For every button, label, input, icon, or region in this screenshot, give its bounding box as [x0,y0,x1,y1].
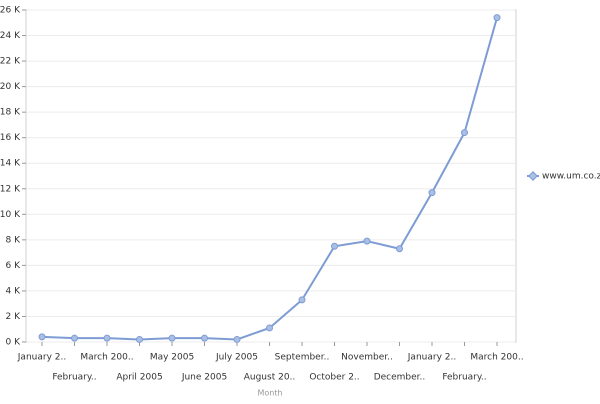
x-tick-label: January 2.. [407,353,456,363]
x-axis-title: Month [257,389,282,398]
data-point [233,335,241,343]
x-tick-label: February.. [52,373,96,383]
y-tick-label: 8 K [6,235,22,245]
data-point [461,129,468,137]
x-tick-label: June 2005 [181,373,227,383]
y-tick-label: 2 K [6,312,22,322]
data-point [428,189,436,197]
x-tick-label: August 20.. [244,373,296,383]
data-point [136,335,143,343]
data-point [298,296,306,304]
x-tick-label: February.. [442,373,486,383]
data-point [363,237,371,245]
x-tick-label: October 2.. [309,373,359,383]
y-tick-label: 6 K [6,261,22,271]
y-tick-label: 20 K [0,82,21,92]
plot-area [25,9,517,343]
legend-label: www.um.co.za [542,172,600,182]
y-tick-label: 18 K [0,108,21,118]
y-tick-label: 4 K [6,286,22,296]
data-point [201,334,208,342]
x-tick-label: September.. [275,353,330,363]
y-tick-label: 24 K [0,31,21,41]
x-tick-label: March 200.. [80,353,133,363]
data-point [331,242,338,250]
data-point [103,334,111,342]
y-tick-label: 26 K [0,6,21,16]
y-tick-label: 16 K [0,133,21,143]
y-tick-label: 12 K [0,184,21,194]
x-tick-label: March 200.. [470,353,523,363]
data-point [266,324,273,332]
data-point [168,334,176,342]
x-tick-label: May 2005 [150,353,194,363]
x-tick-label: January 2.. [17,353,66,363]
data-point [396,245,403,253]
legend-marker [528,171,538,181]
x-tick-label: April 2005 [116,373,162,383]
data-point [71,334,78,342]
y-tick-label: 14 K [0,159,21,169]
y-tick-label: 0 K [6,338,22,348]
x-tick-label: November.. [341,353,393,363]
x-tick-label: December.. [374,373,426,383]
y-tick-label: 10 K [0,210,21,220]
data-point [38,333,46,341]
data-point [493,14,501,22]
y-tick-label: 22 K [0,57,21,67]
x-tick-label: July 2005 [215,353,258,363]
